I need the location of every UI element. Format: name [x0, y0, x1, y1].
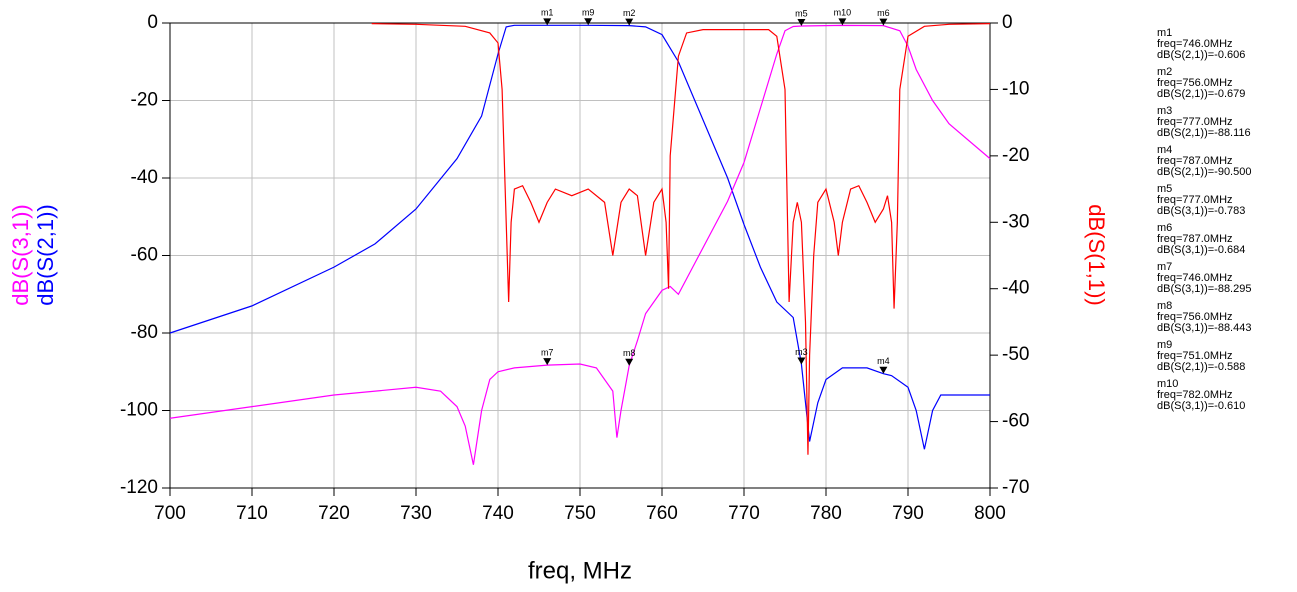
y2-tick-label: -60: [1002, 411, 1029, 432]
marker-value: dB(S(2,1))=-0.588: [1157, 361, 1245, 373]
y-tick-label: 0: [147, 12, 158, 33]
marker-label: m6: [877, 8, 890, 18]
marker: [584, 18, 593, 26]
marker-value: dB(S(2,1))=-0.606: [1157, 49, 1245, 61]
marker-label: m3: [795, 347, 808, 357]
y2-tick-label: -50: [1002, 344, 1029, 365]
plot-frame: [169, 22, 991, 489]
marker: [797, 19, 806, 27]
y-tick-label: -120: [120, 477, 158, 498]
marker: [879, 18, 888, 26]
marker: [625, 358, 634, 366]
y2-tick-label: -20: [1002, 145, 1029, 166]
marker-value: dB(S(3,1))=-88.295: [1157, 283, 1251, 295]
marker-value: dB(S(2,1))=-90.500: [1157, 166, 1251, 178]
x-tick-label: 770: [728, 503, 760, 524]
marker-name: m6: [1157, 222, 1172, 234]
x-tick-label: 710: [236, 503, 268, 524]
marker: [543, 18, 552, 26]
marker-label: m9: [582, 8, 595, 18]
series-line: [169, 24, 991, 465]
axis-label: dB(S(2,1)): [33, 204, 58, 305]
marker-value: dB(S(3,1))=-88.443: [1157, 322, 1251, 334]
marker-value: dB(S(2,1))=-88.116: [1157, 127, 1251, 139]
marker: [625, 18, 634, 26]
marker-name: m9: [1157, 339, 1172, 351]
marker-freq: freq=777.0MHz: [1157, 194, 1233, 206]
marker-freq: freq=777.0MHz: [1157, 116, 1233, 128]
marker-freq: freq=751.0MHz: [1157, 350, 1233, 362]
x-tick-label: 780: [810, 503, 842, 524]
marker-label: m5: [795, 8, 808, 18]
y-tick-label: -80: [131, 322, 158, 343]
y-tick-label: -100: [120, 400, 158, 421]
axis-label: dB(S(3,1)): [8, 204, 33, 305]
x-tick-label: 760: [646, 503, 678, 524]
axis-label: dB(S(1,1)): [1084, 204, 1109, 305]
marker-freq: freq=787.0MHz: [1157, 233, 1233, 245]
x-tick-label: 730: [400, 503, 432, 524]
marker-name: m1: [1157, 27, 1172, 39]
marker-freq: freq=746.0MHz: [1157, 38, 1233, 50]
y2-tick-label: -30: [1002, 211, 1029, 232]
marker: [797, 357, 806, 365]
series-line: [169, 24, 990, 450]
marker-name: m8: [1157, 300, 1172, 312]
marker-freq: freq=746.0MHz: [1157, 272, 1233, 284]
y2-tick-label: -40: [1002, 278, 1029, 299]
y-tick-label: -40: [131, 167, 158, 188]
marker-label: m10: [834, 8, 852, 18]
x-tick-label: 790: [892, 503, 924, 524]
x-tick-label: 720: [318, 503, 350, 524]
marker-name: m7: [1157, 261, 1172, 273]
marker-name: m2: [1157, 66, 1172, 78]
y-tick-label: -20: [131, 90, 158, 111]
y-tick-label: -60: [131, 245, 158, 266]
marker-freq: freq=782.0MHz: [1157, 389, 1233, 401]
y2-tick-label: -70: [1002, 477, 1029, 498]
marker-label: m4: [877, 356, 890, 366]
marker: [838, 18, 847, 26]
marker-value: dB(S(3,1))=-0.610: [1157, 400, 1245, 412]
marker-name: m3: [1157, 105, 1172, 117]
marker: [543, 358, 552, 366]
y2-tick-label: -10: [1002, 78, 1029, 99]
marker-freq: freq=756.0MHz: [1157, 77, 1233, 89]
x-tick-label: 800: [974, 503, 1006, 524]
marker-value: dB(S(2,1))=-0.679: [1157, 88, 1245, 100]
marker: [879, 366, 888, 374]
marker-label: m1: [541, 8, 554, 18]
marker-value: dB(S(3,1))=-0.783: [1157, 205, 1245, 217]
marker-label: m7: [541, 348, 554, 358]
marker-label: m2: [623, 8, 636, 18]
series-line: [371, 23, 991, 455]
x-tick-label: 750: [564, 503, 596, 524]
marker-freq: freq=787.0MHz: [1157, 155, 1233, 167]
y2-tick-label: 0: [1002, 12, 1013, 33]
marker-label: m8: [623, 348, 636, 358]
x-tick-label: 700: [154, 503, 186, 524]
marker-name: m4: [1157, 144, 1172, 156]
marker-freq: freq=756.0MHz: [1157, 311, 1233, 323]
marker-value: dB(S(3,1))=-0.684: [1157, 244, 1245, 256]
marker-name: m5: [1157, 183, 1172, 195]
marker-name: m10: [1157, 378, 1178, 390]
x-axis-label: freq, MHz: [528, 557, 632, 584]
x-tick-label: 740: [482, 503, 514, 524]
